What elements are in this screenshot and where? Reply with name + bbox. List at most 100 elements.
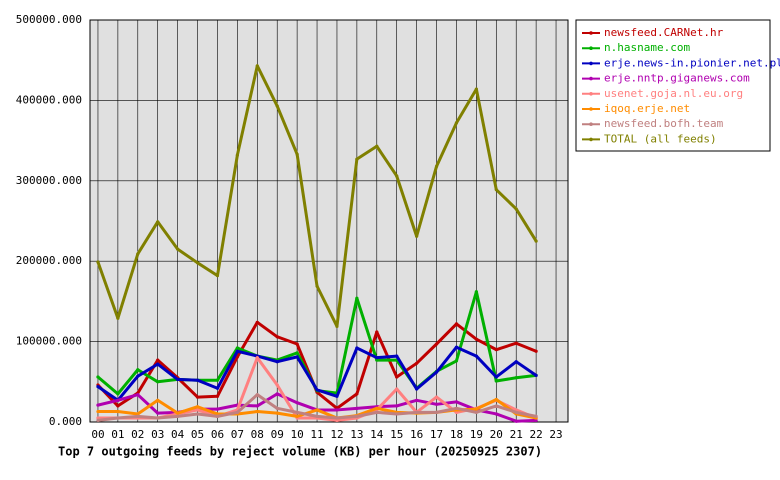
x-tick-label: 09 — [271, 428, 284, 441]
x-tick-label: 22 — [530, 428, 543, 441]
point — [275, 411, 279, 415]
point — [156, 411, 160, 415]
point — [295, 355, 299, 359]
legend-marker — [589, 76, 593, 81]
point — [434, 395, 439, 399]
point — [494, 397, 498, 402]
point — [156, 416, 160, 420]
point — [514, 410, 518, 414]
point — [355, 406, 359, 410]
legend-marker — [589, 137, 593, 142]
legend-label: erje.news-in.pionier.net.pl — [604, 56, 780, 69]
x-tick-label: 10 — [291, 428, 304, 441]
point — [215, 386, 220, 390]
point — [215, 407, 220, 411]
point — [355, 296, 359, 300]
point — [454, 322, 459, 326]
point — [534, 418, 538, 422]
x-tick-label: 03 — [151, 428, 164, 441]
point — [375, 406, 379, 410]
point — [395, 354, 399, 358]
x-tick-label: 16 — [410, 428, 423, 441]
point — [454, 400, 459, 404]
point — [494, 188, 498, 192]
point — [315, 414, 319, 418]
point — [335, 408, 339, 412]
point — [434, 370, 439, 374]
plot-area — [89, 19, 569, 423]
point — [375, 144, 379, 148]
x-tick-label: 05 — [191, 428, 204, 441]
x-tick-label: 11 — [310, 428, 323, 441]
legend-marker — [589, 46, 593, 50]
legend-marker — [589, 107, 593, 111]
point — [235, 410, 239, 414]
point — [275, 406, 279, 410]
point — [116, 316, 120, 320]
point — [195, 395, 200, 399]
point — [454, 359, 459, 363]
point — [176, 414, 180, 418]
point — [176, 411, 180, 415]
point — [534, 414, 538, 418]
point — [454, 406, 459, 410]
point — [235, 153, 239, 157]
y-tick-label: 200000.000 — [16, 254, 82, 267]
point — [116, 404, 120, 408]
legend-marker — [589, 31, 593, 35]
point — [315, 388, 319, 392]
point — [235, 355, 239, 359]
point — [156, 398, 160, 402]
point — [255, 404, 259, 408]
point — [534, 373, 538, 377]
x-tick-label: 19 — [470, 428, 483, 441]
point — [96, 418, 100, 422]
point — [136, 393, 140, 397]
point — [255, 64, 259, 68]
point — [255, 320, 259, 324]
legend-label: n.hasname.com — [604, 41, 690, 54]
point — [195, 261, 200, 265]
point — [275, 392, 279, 396]
point — [415, 410, 419, 414]
point — [235, 346, 239, 350]
point — [355, 157, 359, 161]
point — [434, 402, 439, 406]
point — [335, 418, 339, 422]
point — [275, 360, 279, 364]
legend-label: newsfeed.bofh.team — [604, 117, 724, 130]
x-tick-label: 08 — [251, 428, 264, 441]
legend-marker — [589, 92, 593, 96]
x-tick-label: 20 — [490, 428, 503, 441]
point — [176, 247, 180, 251]
y-tick-label: 0.000 — [49, 415, 82, 428]
point — [375, 356, 379, 360]
x-tick-label: 13 — [350, 428, 363, 441]
point — [195, 412, 200, 416]
point — [295, 410, 299, 414]
x-tick-label: 23 — [549, 428, 562, 441]
point — [116, 416, 120, 420]
point — [454, 410, 459, 414]
point — [195, 378, 200, 382]
point — [514, 207, 518, 211]
point — [355, 392, 359, 396]
point — [195, 405, 200, 409]
point — [395, 375, 399, 379]
point — [215, 274, 220, 278]
point — [295, 351, 299, 355]
point — [156, 362, 160, 366]
point — [255, 356, 259, 360]
x-tick-label: 17 — [430, 428, 443, 441]
x-tick-label: 06 — [211, 428, 224, 441]
point — [176, 377, 180, 381]
point — [494, 404, 498, 408]
point — [335, 394, 339, 398]
point — [375, 410, 379, 414]
point — [474, 337, 478, 341]
legend-marker — [589, 61, 593, 66]
x-tick-label: 12 — [330, 428, 343, 441]
y-tick-label: 500000.000 — [16, 13, 82, 26]
point — [454, 345, 459, 349]
